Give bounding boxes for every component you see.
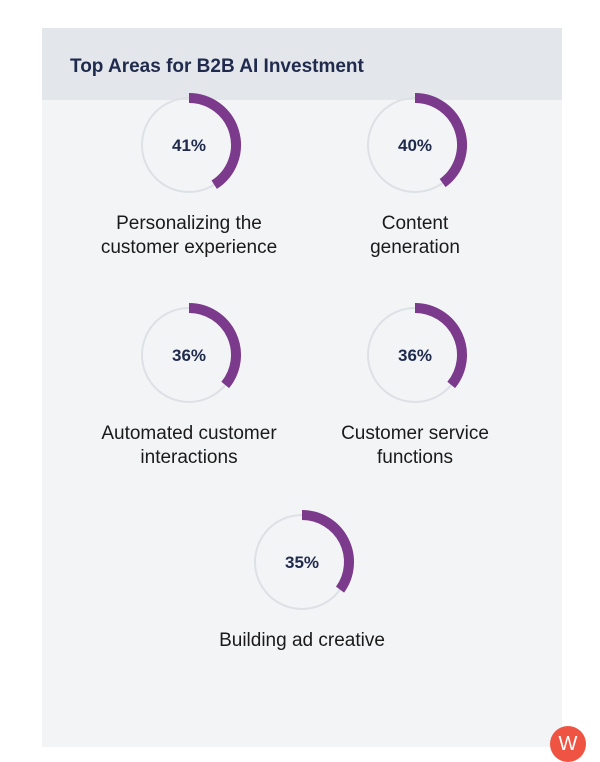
value-label: 40%	[398, 136, 432, 155]
category-label-line: Customer service	[341, 423, 489, 444]
donut-item: 41% Personalizing the customer experience	[69, 90, 309, 260]
value-label: 41%	[172, 136, 206, 155]
donut-chart: 40%	[367, 93, 467, 193]
donut-item: 36% Customer service functions	[295, 300, 535, 470]
chart-card: Top Areas for B2B AI Investment 41% Perso…	[42, 28, 586, 762]
category-label-line: customer experience	[100, 237, 278, 258]
donut-arc	[414, 303, 467, 389]
donut-arc	[188, 303, 241, 389]
category-label: Automated customer interactions	[69, 422, 309, 470]
donut-item: 40% Content generation	[295, 90, 535, 260]
donut-chart: 35%	[254, 510, 354, 610]
category-label-line: Personalizing the	[116, 213, 262, 234]
value-label: 36%	[398, 346, 432, 365]
donut-arc	[188, 93, 241, 189]
value-label: 36%	[172, 346, 206, 365]
donut-chart: 41%	[141, 93, 241, 193]
category-label: Personalizing the customer experience	[69, 212, 309, 260]
donut-item: 36% Automated customer interactions	[69, 300, 309, 470]
brand-logo: W	[550, 726, 586, 762]
category-label: Customer service functions	[295, 422, 535, 470]
chart-title: Top Areas for B2B AI Investment	[70, 56, 364, 77]
value-label: 35%	[285, 553, 319, 572]
category-label: Building ad creative	[182, 629, 422, 653]
donut-arc	[414, 93, 467, 188]
chart-header: Top Areas for B2B AI Investment	[42, 28, 562, 100]
donut-chart: 36%	[367, 303, 467, 403]
donut-item: 35% Building ad creative	[182, 507, 422, 653]
category-label: Content generation	[295, 212, 535, 260]
category-label-line: functions	[376, 447, 454, 468]
category-label-line: interactions	[140, 447, 238, 468]
category-label-line: Content	[381, 213, 449, 234]
category-label-line: Automated customer	[101, 423, 277, 444]
category-label-line: Building ad creative	[219, 630, 385, 651]
donut-arc	[301, 510, 354, 593]
donut-chart: 36%	[141, 303, 241, 403]
category-label-line: generation	[370, 237, 460, 258]
